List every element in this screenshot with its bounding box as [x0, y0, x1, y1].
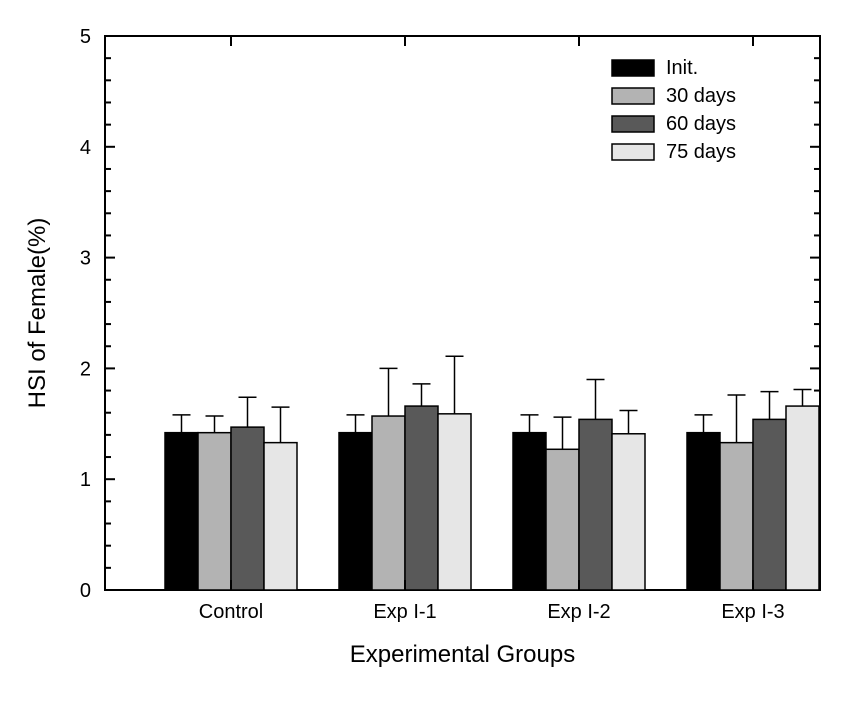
ytick-label: 2: [80, 358, 91, 380]
legend-swatch: [612, 116, 654, 132]
category-label: Exp I-2: [547, 601, 610, 623]
bar: [438, 414, 471, 590]
bar: [198, 433, 231, 590]
ytick-label: 1: [80, 469, 91, 491]
legend-label: 30 days: [666, 85, 736, 107]
x-axis-title: Experimental Groups: [350, 641, 575, 668]
bar: [372, 416, 405, 590]
category-label: Exp I-1: [373, 601, 436, 623]
legend-swatch: [612, 88, 654, 104]
ytick-label: 3: [80, 248, 91, 270]
legend-swatch: [612, 144, 654, 160]
bar-chart: 0 1 2 3 4 5 HSI of Female(%) Control Exp I-1 Exp …: [0, 0, 866, 707]
bar: [546, 449, 579, 590]
bar: [339, 433, 372, 590]
legend-label: Init.: [666, 57, 698, 79]
legend-swatch: [612, 60, 654, 76]
ytick-label: 0: [80, 580, 91, 602]
bar: [513, 433, 546, 590]
bar: [753, 419, 786, 590]
category-label: Control: [199, 601, 263, 623]
category-label: Exp I-3: [721, 601, 784, 623]
bar: [231, 427, 264, 590]
bar: [405, 406, 438, 590]
bar: [720, 443, 753, 590]
bar: [687, 433, 720, 590]
legend-label: 60 days: [666, 113, 736, 135]
ytick-label: 4: [80, 137, 91, 159]
bar: [579, 419, 612, 590]
bar: [264, 443, 297, 590]
y-axis-title: HSI of Female(%): [24, 218, 51, 409]
legend-label: 75 days: [666, 141, 736, 163]
bar: [165, 433, 198, 590]
bar: [612, 434, 645, 590]
ytick-label: 5: [80, 26, 91, 48]
bar: [786, 406, 819, 590]
chart-container: 0 1 2 3 4 5 HSI of Female(%) Control Exp I-1 Exp …: [0, 0, 866, 707]
